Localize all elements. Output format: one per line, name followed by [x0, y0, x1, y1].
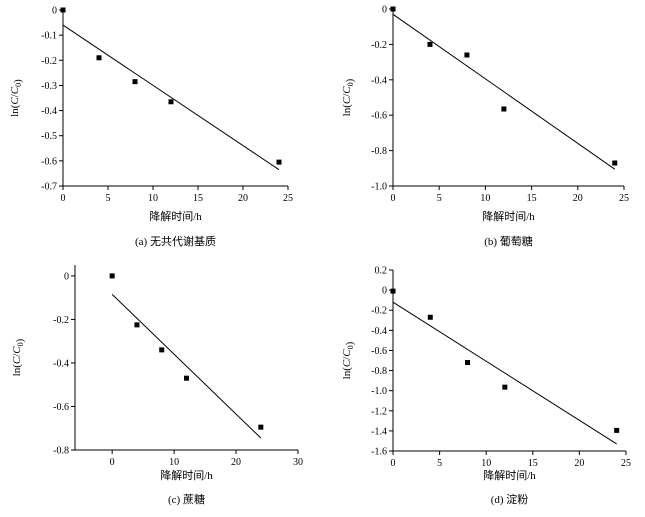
x-tick-label: 20 — [574, 458, 584, 469]
data-point — [132, 79, 138, 85]
y-tick-label: -0.4 — [371, 326, 387, 337]
x-tick-label: 0 — [391, 193, 396, 204]
chart-panel-d: 0 5 10 15 20 25 0.2 0 -0.2 -0.4 -0.6 -0.8 -1.0 -1.2 -1… — [341, 266, 631, 507]
y-tick-label: -0.2 — [371, 40, 387, 51]
y-tick-label: -0.2 — [53, 315, 69, 326]
x-tick-label: 10 — [169, 457, 179, 468]
chart-panel-b: 0 5 10 15 20 25 0 -0.2 -0.4 -0.6 -0.8 -1.0 降解时间/h ln(… — [341, 5, 629, 249]
data-point — [390, 6, 396, 12]
data-point — [502, 384, 508, 390]
panel-caption: (a) 无共代谢基质 — [135, 234, 216, 248]
y-tick-label: -0.2 — [371, 306, 387, 317]
y-tick-label: 0.2 — [375, 266, 388, 277]
data-point — [427, 314, 433, 320]
data-point — [159, 347, 165, 353]
data-point — [614, 427, 620, 433]
chart-panel-c: 0 10 20 30 0 -0.2 -0.4 -0.6 -0.8 降解时间/h ln(C/C0) (c… — [11, 265, 303, 506]
x-tick-label: 5 — [437, 458, 442, 469]
y-tick-label: -0.2 — [41, 56, 57, 67]
y-tick-label: -1.4 — [371, 426, 387, 437]
data-point — [501, 106, 507, 112]
y-tick-label: 0 — [382, 286, 387, 297]
data-point — [612, 160, 618, 166]
x-tick-label: 15 — [528, 458, 538, 469]
y-tick-label: -0.3 — [41, 81, 57, 92]
y-tick-label: -0.8 — [371, 146, 387, 157]
x-tick-label: 25 — [621, 458, 631, 469]
x-tick-label: 20 — [238, 193, 248, 204]
x-tick-label: 10 — [148, 193, 158, 204]
x-tick-label: 10 — [480, 193, 490, 204]
chart-panel-a: 0 5 10 15 20 25 0 -0.1 -0.2 -0.3 -0.4 -0.5 -0.6 -0.7 降… — [9, 6, 293, 249]
y-tick-label: -1.6 — [371, 447, 387, 458]
y-axis-title: ln(C/C0) — [9, 79, 24, 117]
y-tick-label: -0.4 — [53, 358, 69, 369]
x-tick-label: 15 — [193, 193, 203, 204]
y-tick-label: -0.4 — [371, 75, 387, 86]
x-tick-label: 5 — [106, 193, 111, 204]
y-tick-label: 0 — [382, 5, 387, 16]
x-tick-label: 20 — [231, 457, 241, 468]
data-point — [184, 375, 189, 381]
panel-caption: (c) 蔗糖 — [168, 492, 205, 506]
data-point — [465, 360, 471, 366]
y-tick-label: 0 — [52, 6, 57, 17]
y-tick-label: 0 — [64, 271, 69, 282]
x-tick-label: 0 — [61, 193, 66, 204]
y-tick-label: -0.8 — [371, 366, 387, 377]
y-axis-title: ln(C/C0) — [341, 341, 356, 379]
fit-line — [62, 24, 280, 171]
y-tick-label: -0.7 — [41, 182, 57, 193]
y-tick-label: -0.5 — [41, 131, 57, 142]
x-tick-label: 15 — [527, 193, 537, 204]
x-axis-title: 降解时间/h — [482, 209, 535, 223]
data-point — [60, 7, 66, 13]
x-axis-title: 降解时间/h — [160, 468, 213, 482]
data-point — [390, 288, 396, 294]
y-tick-label: -0.4 — [41, 106, 57, 117]
x-tick-label: 5 — [437, 193, 442, 204]
data-point — [276, 159, 282, 165]
data-point — [427, 41, 433, 47]
x-tick-label: 20 — [573, 193, 583, 204]
data-point — [109, 273, 115, 279]
fit-line — [392, 301, 617, 445]
data-point — [168, 99, 174, 105]
y-tick-label: -0.6 — [53, 402, 69, 413]
data-point — [96, 55, 102, 61]
y-axis-title: ln(C/C0) — [11, 338, 26, 376]
x-tick-label: 30 — [293, 457, 303, 468]
y-tick-label: -1.0 — [371, 386, 387, 397]
fit-line — [111, 294, 262, 439]
y-tick-label: -0.6 — [371, 346, 387, 357]
x-axis-title: 降解时间/h — [149, 209, 202, 223]
data-point — [464, 52, 470, 58]
data-point — [134, 322, 140, 328]
y-tick-label: -0.6 — [41, 156, 57, 167]
y-tick-label: -1.0 — [371, 182, 387, 193]
y-tick-label: -0.8 — [53, 446, 69, 457]
panel-caption: (b) 葡萄糖 — [484, 234, 533, 248]
data-point — [258, 424, 264, 430]
fit-line — [392, 13, 616, 170]
x-tick-label: 25 — [619, 193, 629, 204]
y-tick-label: -0.1 — [41, 31, 57, 42]
y-tick-label: -1.2 — [371, 406, 387, 417]
x-axis-title: 降解时间/h — [483, 468, 536, 482]
x-tick-label: 10 — [481, 458, 491, 469]
y-axis-title: ln(C/C0) — [341, 78, 356, 116]
panel-caption: (d) 淀粉 — [491, 492, 529, 506]
x-tick-label: 0 — [110, 457, 115, 468]
x-tick-label: 25 — [283, 193, 293, 204]
x-tick-label: 0 — [391, 458, 396, 469]
y-tick-label: -0.6 — [371, 111, 387, 122]
